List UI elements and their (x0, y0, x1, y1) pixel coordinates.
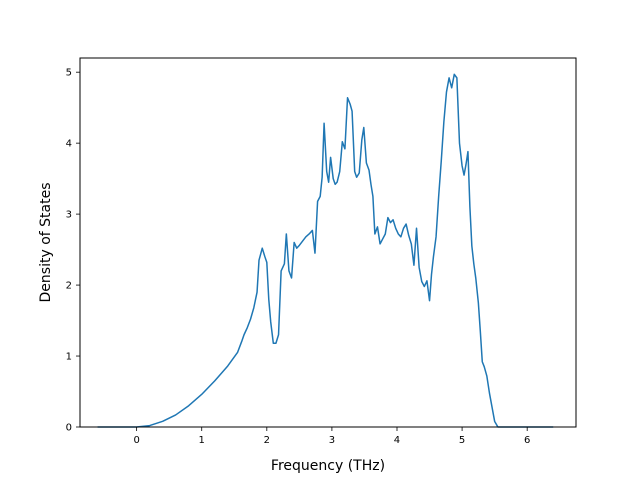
x-tick-label: 1 (199, 435, 205, 446)
x-tick-label: 3 (329, 435, 335, 446)
x-tick-label: 2 (264, 435, 270, 446)
y-tick-label: 2 (66, 281, 72, 292)
y-tick-label: 0 (66, 423, 72, 434)
dos-series-line (97, 73, 554, 428)
axes-frame (79, 57, 577, 428)
y-axis-ticks: 0 1 2 3 4 5 (66, 68, 80, 434)
y-tick-label: 3 (66, 210, 72, 221)
x-tick-label: 0 (133, 435, 139, 446)
x-axis-label: Frequency (THz) (271, 458, 385, 474)
y-axis-label: Density of States (38, 183, 54, 303)
y-tick-label: 4 (66, 139, 72, 150)
y-tick-label: 5 (66, 68, 72, 79)
x-tick-label: 4 (394, 435, 400, 446)
x-tick-label: 5 (459, 435, 465, 446)
x-axis-ticks: 0 1 2 3 4 5 6 (133, 427, 530, 446)
x-tick-label: 6 (524, 435, 530, 446)
plot-area (97, 73, 554, 428)
y-tick-label: 1 (66, 352, 72, 363)
